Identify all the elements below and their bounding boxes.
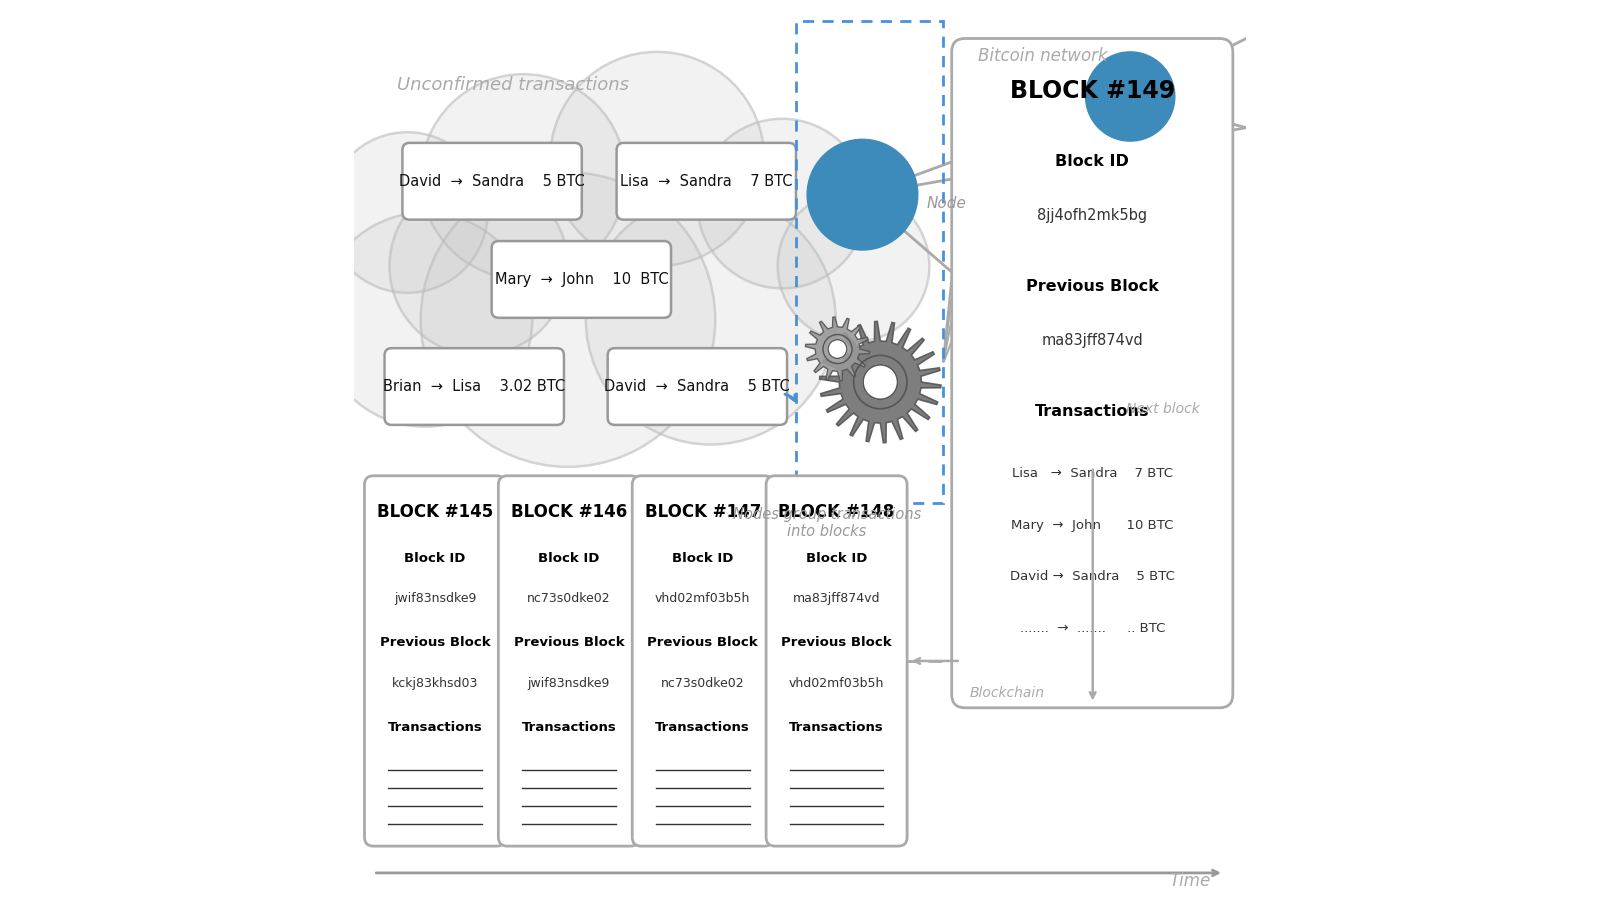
Text: Block ID: Block ID: [806, 551, 867, 565]
Text: BLOCK #149: BLOCK #149: [1010, 79, 1174, 102]
Text: Previous Block: Previous Block: [648, 637, 758, 649]
Text: Unconfirmed transactions: Unconfirmed transactions: [397, 76, 629, 94]
Circle shape: [389, 177, 568, 356]
Text: Lisa   →  Sandra    7 BTC: Lisa → Sandra 7 BTC: [1011, 467, 1173, 480]
FancyBboxPatch shape: [384, 348, 563, 425]
Bar: [795, 21, 942, 503]
Text: ma83jff874vd: ma83jff874vd: [794, 592, 880, 604]
Circle shape: [586, 195, 835, 445]
Text: Blockchain: Blockchain: [970, 686, 1045, 700]
Text: kckj83khsd03: kckj83khsd03: [392, 676, 478, 690]
Polygon shape: [819, 321, 941, 443]
Text: Bitcoin network: Bitcoin network: [979, 47, 1109, 65]
Text: Transactions: Transactions: [522, 721, 616, 735]
Text: Next block: Next block: [1126, 402, 1200, 417]
Text: BLOCK #145: BLOCK #145: [378, 503, 493, 521]
Circle shape: [806, 139, 918, 250]
Text: nc73s0dke02: nc73s0dke02: [526, 592, 611, 604]
Text: Transactions: Transactions: [656, 721, 750, 735]
Text: jwif83nsdke9: jwif83nsdke9: [394, 592, 477, 604]
Circle shape: [778, 190, 930, 342]
Text: BLOCK #147: BLOCK #147: [645, 503, 762, 521]
Circle shape: [1085, 52, 1174, 141]
Text: vhd02mf03b5h: vhd02mf03b5h: [654, 592, 750, 604]
Text: Block ID: Block ID: [1056, 154, 1130, 170]
Text: Block ID: Block ID: [405, 551, 466, 565]
Circle shape: [862, 365, 898, 400]
Text: David →  Sandra    5 BTC: David → Sandra 5 BTC: [1010, 570, 1174, 584]
Text: BLOCK #148: BLOCK #148: [779, 503, 894, 521]
Text: Time: Time: [1170, 872, 1211, 890]
Circle shape: [550, 52, 765, 266]
Text: Previous Block: Previous Block: [514, 637, 624, 649]
FancyBboxPatch shape: [403, 143, 582, 220]
Text: Block ID: Block ID: [672, 551, 733, 565]
Circle shape: [421, 172, 715, 467]
Text: Block ID: Block ID: [538, 551, 600, 565]
Text: Brian  →  Lisa    3.02 BTC: Brian → Lisa 3.02 BTC: [382, 379, 565, 394]
Text: Transactions: Transactions: [387, 721, 482, 735]
FancyBboxPatch shape: [632, 476, 773, 846]
FancyBboxPatch shape: [365, 476, 506, 846]
Text: .......  →  .......     .. BTC: ....... → ....... .. BTC: [1019, 622, 1165, 635]
Text: Mary  →  John    10  BTC: Mary → John 10 BTC: [494, 272, 669, 287]
Circle shape: [698, 119, 867, 288]
FancyBboxPatch shape: [616, 143, 795, 220]
Text: vhd02mf03b5h: vhd02mf03b5h: [789, 676, 885, 690]
Circle shape: [829, 339, 846, 358]
Text: jwif83nsdke9: jwif83nsdke9: [528, 676, 610, 690]
Text: Previous Block: Previous Block: [379, 637, 490, 649]
Text: 8jj4ofh2mk5bg: 8jj4ofh2mk5bg: [1037, 208, 1147, 223]
Text: Previous Block: Previous Block: [781, 637, 891, 649]
Text: Mary  →  John      10 BTC: Mary → John 10 BTC: [1011, 519, 1173, 532]
Text: David  →  Sandra    5 BTC: David → Sandra 5 BTC: [400, 174, 586, 189]
Text: Previous Block: Previous Block: [1026, 279, 1158, 295]
FancyBboxPatch shape: [498, 476, 640, 846]
Circle shape: [318, 213, 533, 427]
Text: David  →  Sandra    5 BTC: David → Sandra 5 BTC: [605, 379, 790, 394]
Text: Nodes group transactions
into blocks: Nodes group transactions into blocks: [733, 507, 922, 540]
FancyBboxPatch shape: [491, 241, 670, 318]
Circle shape: [326, 132, 488, 293]
Text: nc73s0dke02: nc73s0dke02: [661, 676, 744, 690]
Text: Transactions: Transactions: [1035, 404, 1149, 419]
FancyBboxPatch shape: [766, 476, 907, 846]
Text: Transactions: Transactions: [789, 721, 883, 735]
Text: BLOCK #146: BLOCK #146: [510, 503, 627, 521]
Text: Lisa  →  Sandra    7 BTC: Lisa → Sandra 7 BTC: [621, 174, 792, 189]
Text: Node: Node: [926, 196, 966, 211]
FancyBboxPatch shape: [608, 348, 787, 425]
Circle shape: [421, 75, 626, 279]
Polygon shape: [805, 317, 869, 381]
Text: ma83jff874vd: ma83jff874vd: [1042, 333, 1142, 348]
FancyBboxPatch shape: [952, 39, 1234, 708]
